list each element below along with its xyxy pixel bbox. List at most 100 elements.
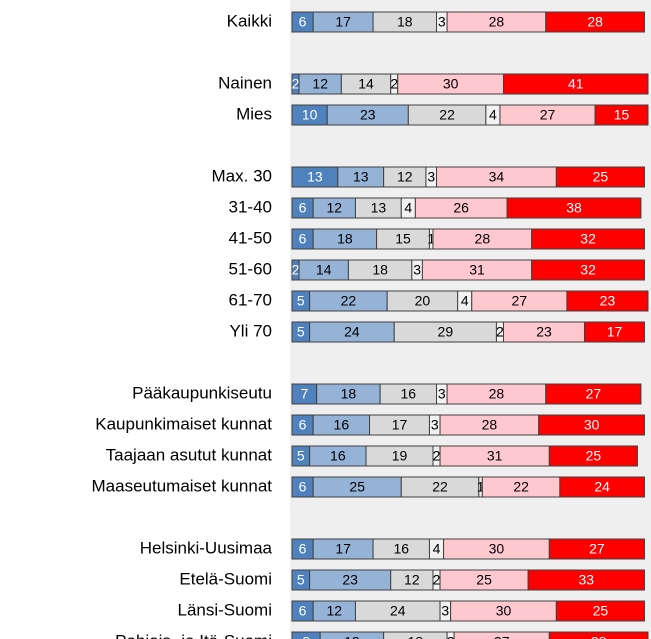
data-label: 6	[299, 14, 307, 30]
data-label: 22	[513, 479, 529, 495]
data-label: 26	[453, 200, 469, 216]
data-label: 30	[584, 417, 600, 433]
bar-segment	[453, 631, 550, 639]
data-label: 22	[341, 293, 357, 309]
bar-segment	[594, 104, 649, 126]
data-label: 25	[476, 572, 492, 588]
data-label: 30	[489, 541, 505, 557]
data-label: 23	[342, 572, 358, 588]
data-label: 2	[447, 634, 455, 639]
data-label: 12	[397, 169, 413, 185]
data-label: 41	[568, 76, 584, 92]
category-label: 41-50	[229, 228, 272, 247]
bar-segment	[548, 538, 645, 560]
data-label: 8	[302, 634, 310, 639]
category-label: Pääkaupunkiseutu	[132, 383, 272, 402]
data-label: 23	[600, 293, 616, 309]
data-label: 3	[438, 14, 446, 30]
data-label: 18	[397, 14, 413, 30]
bar-segment	[584, 321, 645, 343]
data-label: 15	[614, 107, 630, 123]
data-label: 1	[477, 479, 485, 495]
data-label: 12	[327, 603, 343, 619]
data-label: 18	[344, 634, 360, 639]
data-label: 1	[427, 231, 435, 247]
data-label: 14	[358, 76, 374, 92]
data-label: 4	[489, 107, 497, 123]
bar-segment	[446, 631, 455, 639]
data-label: 7	[300, 386, 308, 402]
data-label: 5	[297, 448, 305, 464]
data-label: 6	[299, 231, 307, 247]
category-label: Kaupunkimaiset kunnat	[95, 414, 272, 433]
data-label: 17	[607, 324, 623, 340]
data-label: 17	[335, 14, 351, 30]
category-label: 31-40	[229, 197, 272, 216]
data-label: 6	[299, 479, 307, 495]
data-label: 23	[360, 107, 376, 123]
data-label: 25	[349, 479, 365, 495]
category-label: 51-60	[229, 259, 272, 278]
category-label: Kaikki	[227, 11, 272, 30]
data-label: 6	[299, 541, 307, 557]
data-label: 2	[292, 76, 300, 92]
data-label: 30	[496, 603, 512, 619]
data-label: 5	[297, 572, 305, 588]
data-label: 12	[327, 200, 343, 216]
data-label: 4	[404, 200, 412, 216]
data-label: 16	[401, 386, 417, 402]
data-label: 18	[408, 634, 424, 639]
category-label: Max. 30	[212, 166, 272, 185]
data-label: 2	[433, 448, 441, 464]
data-label: 6	[299, 603, 307, 619]
data-label: 10	[302, 107, 318, 123]
data-label: 25	[593, 603, 609, 619]
data-label: 27	[586, 386, 602, 402]
bar-segment	[502, 73, 649, 95]
data-label: 3	[431, 417, 439, 433]
data-label: 28	[489, 14, 505, 30]
data-label: 16	[330, 448, 346, 464]
category-label: Yli 70	[229, 321, 272, 340]
data-label: 24	[390, 603, 406, 619]
data-label: 6	[299, 417, 307, 433]
data-label: 23	[536, 324, 552, 340]
bar-segment	[555, 600, 645, 622]
bar-segment	[531, 259, 645, 281]
data-label: 2	[496, 324, 504, 340]
data-label: 2	[433, 572, 441, 588]
bar-segment	[566, 290, 649, 312]
data-label: 12	[404, 572, 420, 588]
category-label: 61-70	[229, 290, 272, 309]
data-label: 31	[469, 262, 485, 278]
data-label: 13	[353, 169, 369, 185]
data-label: 6	[299, 200, 307, 216]
data-label: 13	[371, 200, 387, 216]
bar-segment	[555, 166, 645, 188]
bar-segment	[559, 476, 645, 498]
data-label: 24	[594, 479, 610, 495]
category-label: Nainen	[218, 73, 272, 92]
data-label: 18	[341, 386, 357, 402]
data-label: 2	[390, 76, 398, 92]
data-label: 19	[392, 448, 408, 464]
data-label: 18	[372, 262, 388, 278]
bar-segment	[291, 631, 321, 639]
data-label: 28	[591, 634, 607, 639]
data-label: 29	[438, 324, 454, 340]
bar-segment	[538, 414, 645, 436]
data-label: 3	[413, 262, 421, 278]
data-label: 5	[297, 293, 305, 309]
bar-segment	[548, 631, 649, 639]
data-label: 3	[441, 603, 449, 619]
data-label: 4	[461, 293, 469, 309]
category-label: Maaseutumaiset kunnat	[92, 476, 273, 495]
data-label: 32	[580, 231, 596, 247]
data-label: 27	[540, 107, 556, 123]
data-label: 28	[587, 14, 603, 30]
data-label: 28	[475, 231, 491, 247]
data-label: 15	[395, 231, 411, 247]
data-label: 31	[487, 448, 503, 464]
data-label: 16	[334, 417, 350, 433]
data-label: 13	[307, 169, 323, 185]
